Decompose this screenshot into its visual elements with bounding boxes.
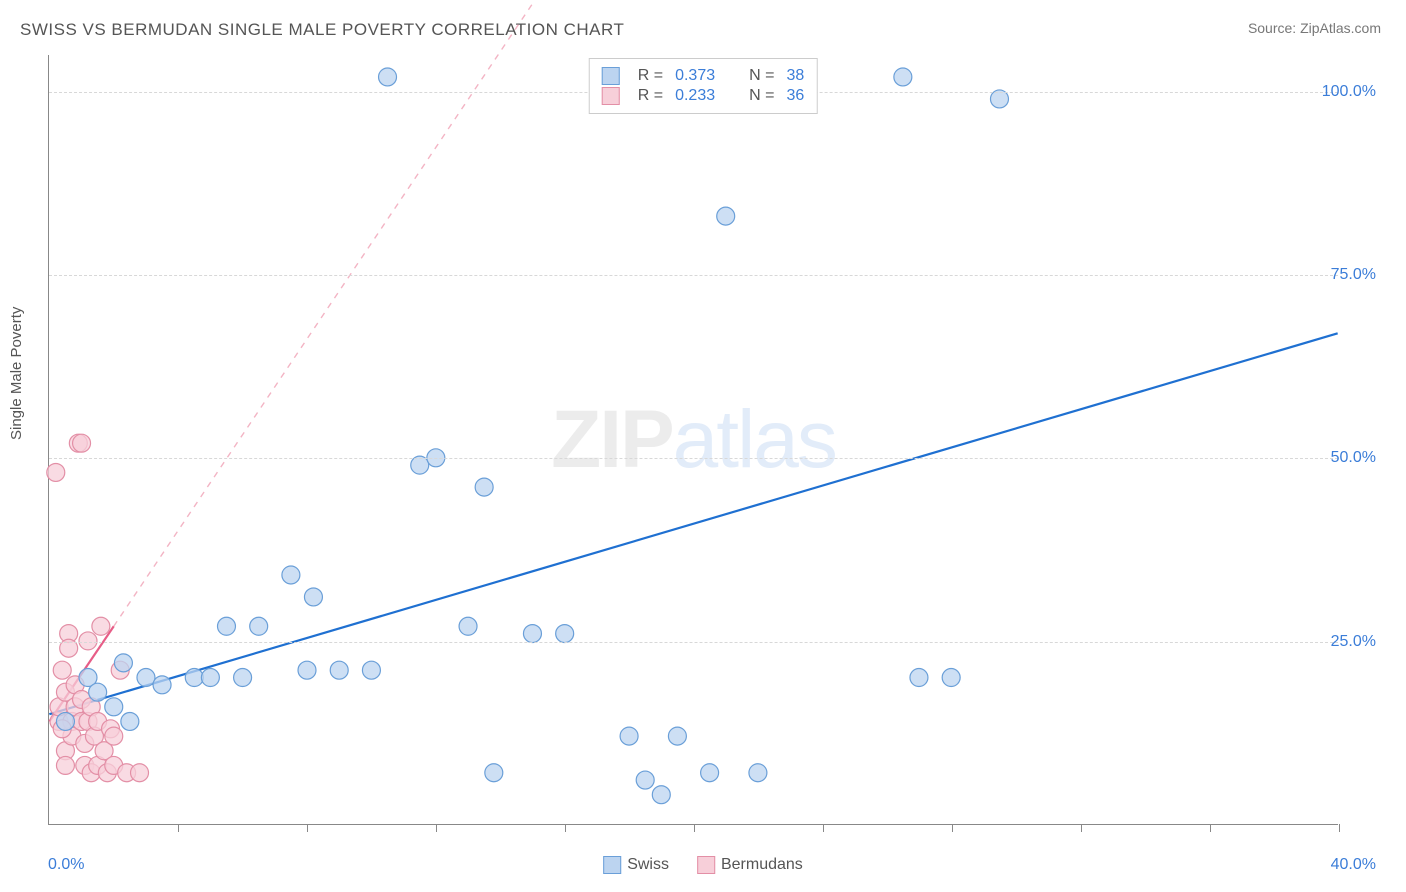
swatch-swiss-bottom — [603, 856, 621, 874]
point-swiss — [298, 661, 316, 679]
n-label: N = — [749, 87, 774, 105]
point-swiss — [217, 617, 235, 635]
point-swiss — [636, 771, 654, 789]
point-swiss — [282, 566, 300, 584]
point-swiss — [234, 669, 252, 687]
x-tick — [952, 824, 953, 832]
point-bermudans — [92, 617, 110, 635]
point-swiss — [201, 669, 219, 687]
legend-item-bermudans: Bermudans — [697, 856, 803, 874]
plot-svg — [49, 55, 1338, 824]
trend-swiss — [49, 333, 1337, 714]
x-tick — [178, 824, 179, 832]
r-value-swiss: 0.373 — [675, 67, 715, 85]
y-tick-label: 75.0% — [1331, 266, 1376, 284]
point-bermudans — [47, 463, 65, 481]
x-tick — [694, 824, 695, 832]
legend-label-bermudans: Bermudans — [721, 856, 803, 874]
point-bermudans — [53, 661, 71, 679]
point-swiss — [114, 654, 132, 672]
point-swiss — [475, 478, 493, 496]
point-bermudans — [131, 764, 149, 782]
swatch-swiss — [602, 67, 620, 85]
n-value-swiss: 38 — [786, 67, 804, 85]
point-swiss — [56, 712, 74, 730]
point-swiss — [330, 661, 348, 679]
point-swiss — [717, 207, 735, 225]
y-tick-label: 100.0% — [1322, 83, 1376, 101]
point-swiss — [362, 661, 380, 679]
x-tick — [1339, 824, 1340, 832]
r-label: R = — [638, 67, 663, 85]
gridline — [49, 458, 1338, 459]
x-max-label: 40.0% — [1331, 856, 1376, 874]
point-swiss — [652, 786, 670, 804]
gridline — [49, 275, 1338, 276]
point-swiss — [185, 669, 203, 687]
plot-area: ZIPatlas — [48, 55, 1338, 825]
swatch-bermudans — [602, 87, 620, 105]
x-tick — [1210, 824, 1211, 832]
point-swiss — [304, 588, 322, 606]
legend-item-swiss: Swiss — [603, 856, 669, 874]
legend-row-bermudans: R = 0.233 N = 36 — [602, 87, 805, 105]
point-bermudans — [73, 434, 91, 452]
point-swiss — [749, 764, 767, 782]
n-label: N = — [749, 67, 774, 85]
point-swiss — [894, 68, 912, 86]
point-swiss — [701, 764, 719, 782]
point-swiss — [137, 669, 155, 687]
source-prefix: Source: — [1248, 20, 1300, 36]
point-swiss — [89, 683, 107, 701]
y-tick-label: 50.0% — [1331, 449, 1376, 467]
x-tick — [436, 824, 437, 832]
point-swiss — [250, 617, 268, 635]
point-swiss — [105, 698, 123, 716]
point-swiss — [523, 625, 541, 643]
x-tick — [565, 824, 566, 832]
chart-container: SWISS VS BERMUDAN SINGLE MALE POVERTY CO… — [0, 0, 1406, 892]
point-swiss — [485, 764, 503, 782]
point-swiss — [668, 727, 686, 745]
point-swiss — [121, 712, 139, 730]
y-axis-label: Single Male Poverty — [8, 307, 25, 440]
point-swiss — [620, 727, 638, 745]
n-value-bermudans: 36 — [786, 87, 804, 105]
trend-bermudans-dash — [114, 4, 533, 627]
y-tick-label: 25.0% — [1331, 633, 1376, 651]
point-bermudans — [56, 756, 74, 774]
x-tick — [1081, 824, 1082, 832]
point-bermudans — [105, 727, 123, 745]
r-label: R = — [638, 87, 663, 105]
series-legend: Swiss Bermudans — [603, 856, 803, 874]
source-citation: Source: ZipAtlas.com — [1248, 20, 1381, 36]
point-swiss — [153, 676, 171, 694]
swatch-bermudans-bottom — [697, 856, 715, 874]
legend-row-swiss: R = 0.373 N = 38 — [602, 67, 805, 85]
r-value-bermudans: 0.233 — [675, 87, 715, 105]
point-swiss — [556, 625, 574, 643]
source-name: ZipAtlas.com — [1300, 20, 1381, 36]
x-tick — [307, 824, 308, 832]
gridline — [49, 642, 1338, 643]
x-min-label: 0.0% — [48, 856, 84, 874]
correlation-legend: R = 0.373 N = 38 R = 0.233 N = 36 — [589, 58, 818, 114]
point-swiss — [379, 68, 397, 86]
point-swiss — [910, 669, 928, 687]
point-swiss — [459, 617, 477, 635]
legend-label-swiss: Swiss — [627, 856, 669, 874]
chart-title: SWISS VS BERMUDAN SINGLE MALE POVERTY CO… — [20, 20, 624, 40]
point-swiss — [942, 669, 960, 687]
x-tick — [823, 824, 824, 832]
